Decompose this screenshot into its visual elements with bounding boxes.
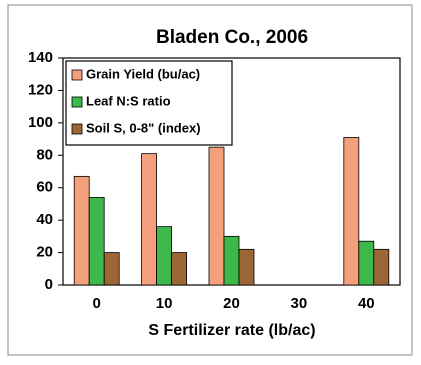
x-tick-label: 20	[223, 295, 240, 312]
y-tick-label: 20	[36, 244, 53, 261]
legend-swatch	[71, 96, 83, 108]
bar	[73, 175, 90, 286]
bar	[358, 240, 375, 286]
x-tick-label: 30	[291, 295, 308, 312]
y-tick-label: 80	[36, 146, 53, 163]
chart-title: Bladen Co., 2006	[156, 27, 308, 48]
legend-label: Grain Yield (bu/ac)	[86, 66, 200, 81]
bar	[343, 137, 360, 286]
legend-box	[65, 60, 233, 146]
bar	[223, 235, 240, 286]
legend-swatch	[71, 123, 83, 135]
x-tick-label: 0	[93, 295, 101, 312]
bar	[103, 252, 120, 286]
y-tick-label: 100	[28, 114, 53, 131]
x-tick-label: 40	[358, 295, 375, 312]
bar	[373, 248, 390, 286]
legend-label: Leaf N:S ratio	[86, 93, 171, 108]
bar	[88, 197, 105, 286]
y-tick-label: 140	[28, 49, 53, 66]
bar	[141, 153, 158, 286]
y-tick-label: 40	[36, 211, 53, 228]
legend-label: Soil S, 0-8" (index)	[86, 120, 201, 135]
bar	[156, 226, 173, 286]
y-tick-label: 60	[36, 179, 53, 196]
bar	[208, 146, 225, 286]
bar	[171, 252, 188, 286]
bar	[238, 248, 255, 286]
y-tick-label: 0	[45, 276, 53, 293]
x-tick-label: 10	[156, 295, 173, 312]
x-axis-title: S Fertilizer rate (lb/ac)	[148, 322, 315, 339]
y-tick-label: 120	[28, 81, 53, 98]
legend-swatch	[71, 69, 83, 81]
